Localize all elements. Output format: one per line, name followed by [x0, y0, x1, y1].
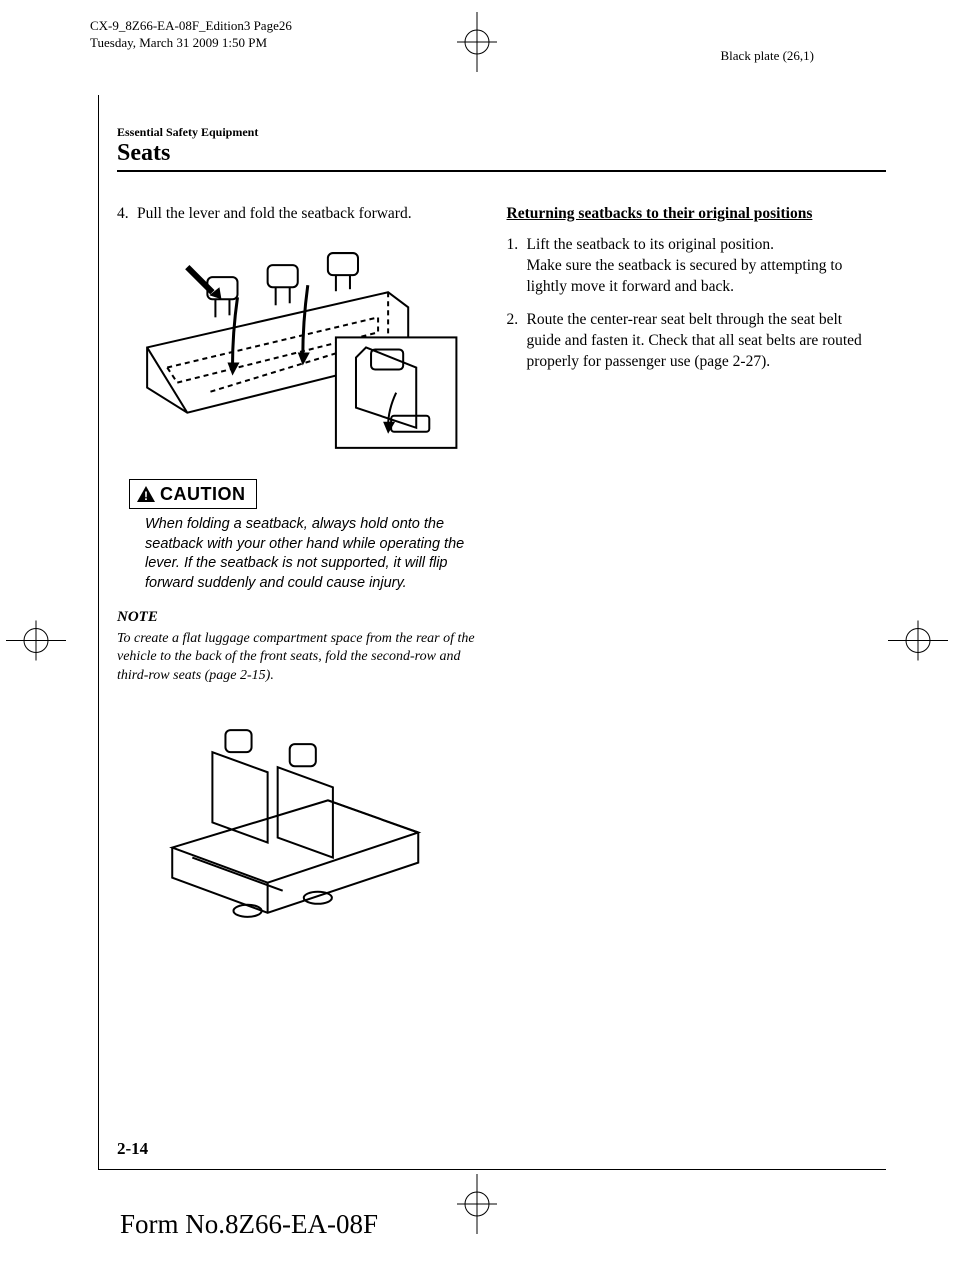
section-title: Seats [117, 140, 886, 172]
step-2-number: 2. [507, 310, 527, 373]
note-body: To create a flat luggage compartment spa… [117, 630, 479, 687]
step-2-text: Route the center-rear seat belt through … [527, 310, 869, 373]
crop-mark-bottom-icon [447, 1174, 507, 1239]
crop-mark-left-icon [6, 610, 66, 675]
step-4-number: 4. [117, 204, 137, 225]
form-number: Form No.8Z66-EA-08F [120, 1209, 378, 1240]
plate-label: Black plate (26,1) [721, 48, 815, 64]
step-2: 2. Route the center-rear seat belt throu… [507, 310, 869, 373]
chapter-label: Essential Safety Equipment [117, 125, 886, 140]
step-1: 1. Lift the seatback to its original pos… [507, 235, 869, 298]
folded-seats-illustration [117, 712, 479, 943]
right-column: Returning seatbacks to their original po… [507, 204, 869, 960]
left-column: 4. Pull the lever and fold the seatback … [117, 204, 479, 960]
note-title: NOTE [117, 607, 479, 627]
page-number: 2-14 [117, 1139, 148, 1159]
seatback-fold-illustration [117, 237, 479, 458]
caution-icon: ! [136, 485, 156, 503]
print-header-line2: Tuesday, March 31 2009 1:50 PM [90, 35, 292, 52]
step-1-text: Lift the seatback to its original positi… [527, 235, 869, 298]
step-1-number: 1. [507, 235, 527, 298]
crop-mark-top-icon [447, 12, 507, 77]
print-header-line1: CX-9_8Z66-EA-08F_Edition3 Page26 [90, 18, 292, 35]
caution-label: CAUTION [160, 482, 246, 506]
step-4-text: Pull the lever and fold the seatback for… [137, 204, 479, 225]
crop-mark-right-icon [888, 610, 948, 675]
caution-box: ! CAUTION [129, 479, 257, 509]
svg-text:!: ! [144, 489, 148, 503]
step-4: 4. Pull the lever and fold the seatback … [117, 204, 479, 225]
page-frame: Essential Safety Equipment Seats 4. Pull… [98, 95, 886, 1170]
returning-subheading: Returning seatbacks to their original po… [507, 204, 869, 225]
content-columns: 4. Pull the lever and fold the seatback … [99, 204, 886, 960]
print-header: CX-9_8Z66-EA-08F_Edition3 Page26 Tuesday… [90, 18, 292, 52]
caution-body: When folding a seatback, always hold ont… [145, 515, 471, 593]
